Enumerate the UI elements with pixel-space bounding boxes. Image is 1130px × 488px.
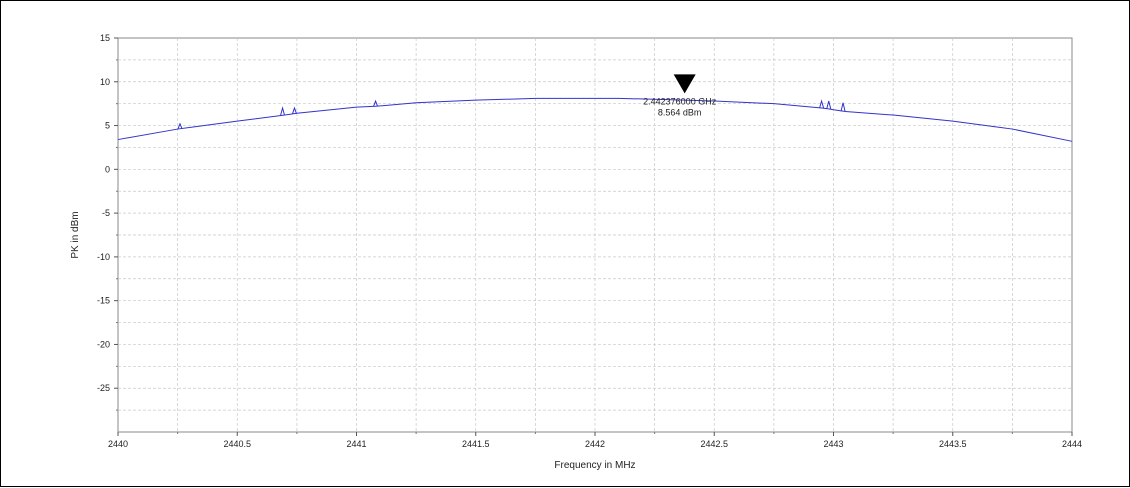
x-axis-title: Frequency in MHz (554, 460, 635, 471)
x-tick-label: 2441 (346, 439, 366, 449)
x-tick-label: 2444 (1062, 439, 1082, 449)
x-tick-label: 2442.5 (700, 439, 728, 449)
x-tick-label: 2440 (108, 439, 128, 449)
y-tick-label: -15 (97, 296, 110, 306)
spur-peak (292, 106, 297, 114)
spur-peak (373, 99, 379, 107)
spectrum-trace (117, 97, 1073, 142)
x-tick-label: 2443.5 (939, 439, 967, 449)
y-axis-title: PK in dBm (70, 211, 81, 258)
y-tick-label: -5 (102, 208, 110, 218)
y-tick-label: -25 (97, 383, 110, 393)
x-tick-label: 2440.5 (223, 439, 251, 449)
spur-peak (826, 100, 832, 110)
y-tick-label: 10 (100, 77, 110, 87)
grid (118, 38, 1072, 432)
trace-layer (117, 97, 1073, 142)
x-tick-label: 2441.5 (462, 439, 490, 449)
marker-triangle-icon (673, 74, 696, 94)
y-tick-label: -10 (97, 252, 110, 262)
x-tick-label: 2442 (585, 439, 605, 449)
axis-ticks: 15 10 5 0 -5 -10 -15 -20 -25 2440 2440.5 2441 2441.5… (97, 33, 1082, 449)
marker-level-label: 8.564 dBm (658, 107, 702, 117)
marker-frequency-label: 2.442376000 GHz (643, 96, 717, 106)
spur-peak (819, 99, 825, 109)
y-tick-label: 0 (105, 164, 110, 174)
spur-peak (177, 122, 183, 129)
x-tick-label: 2443 (823, 439, 843, 449)
spur-peak (840, 102, 846, 112)
y-tick-label: -20 (97, 339, 110, 349)
y-tick-label: 15 (100, 33, 110, 43)
y-tick-label: 5 (105, 121, 110, 131)
spur-peak (280, 106, 286, 116)
